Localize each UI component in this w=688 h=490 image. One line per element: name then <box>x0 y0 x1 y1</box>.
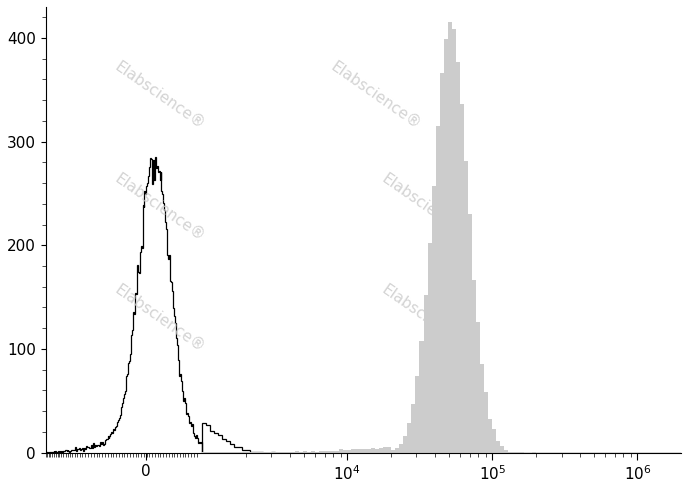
Text: Elabscience®: Elabscience® <box>112 282 208 355</box>
Text: Elabscience®: Elabscience® <box>379 171 475 244</box>
Text: Elabscience®: Elabscience® <box>112 59 208 133</box>
Text: Elabscience®: Elabscience® <box>112 171 208 244</box>
Text: Elabscience®: Elabscience® <box>379 282 475 355</box>
Text: Elabscience®: Elabscience® <box>328 59 424 133</box>
